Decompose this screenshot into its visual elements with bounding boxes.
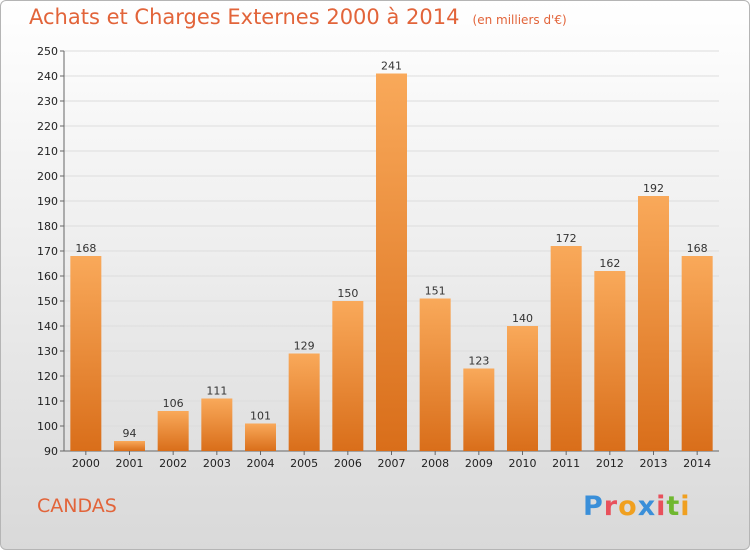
data-label: 241	[381, 60, 402, 73]
x-tick-label: 2010	[509, 457, 537, 470]
x-tick-label: 2008	[421, 457, 449, 470]
data-label: 162	[599, 257, 620, 270]
y-tick-label: 250	[37, 45, 58, 58]
y-tick-label: 170	[37, 245, 58, 258]
x-tick-label: 2014	[683, 457, 711, 470]
data-label: 129	[294, 340, 315, 353]
data-label: 140	[512, 312, 533, 325]
y-tick-label: 120	[37, 370, 58, 383]
data-label: 150	[337, 287, 358, 300]
data-label: 172	[556, 232, 577, 245]
x-tick-label: 2012	[596, 457, 624, 470]
bar	[594, 271, 626, 451]
x-tick-label: 2007	[378, 457, 406, 470]
y-tick-label: 220	[37, 120, 58, 133]
logo-letter: x	[637, 491, 657, 522]
y-tick-label: 160	[37, 270, 58, 283]
y-tick-label: 190	[37, 195, 58, 208]
bar	[463, 368, 495, 451]
data-label: 111	[206, 385, 227, 398]
chart-unit: (en milliers d'€)	[472, 13, 567, 27]
bar	[332, 301, 364, 451]
x-tick-label: 2002	[159, 457, 187, 470]
y-tick-label: 230	[37, 95, 58, 108]
logo-letter: t	[666, 491, 681, 522]
x-tick-label: 2000	[72, 457, 100, 470]
x-tick-label: 2003	[203, 457, 231, 470]
y-tick-label: 100	[37, 420, 58, 433]
data-label: 101	[250, 410, 271, 423]
x-tick-label: 2013	[640, 457, 668, 470]
bar	[376, 73, 407, 451]
bar	[419, 298, 451, 451]
x-tick-label: 2011	[552, 457, 580, 470]
bar	[550, 246, 582, 451]
y-tick-label: 210	[37, 145, 58, 158]
x-tick-label: 2005	[290, 457, 318, 470]
data-label: 151	[425, 285, 446, 298]
proxiti-logo: Proxiti	[583, 491, 691, 522]
bar	[201, 398, 233, 451]
data-label: 192	[643, 182, 664, 195]
data-label: 168	[687, 242, 708, 255]
logo-letter: P	[583, 491, 604, 522]
chart-title-block: Achats et Charges Externes 2000 à 2014 (…	[29, 5, 567, 29]
data-label: 94	[123, 427, 137, 440]
x-tick-label: 2004	[247, 457, 275, 470]
y-tick-label: 130	[37, 345, 58, 358]
logo-letter: i	[656, 491, 667, 522]
chart-title: Achats et Charges Externes 2000 à 2014	[29, 5, 460, 29]
bar	[70, 256, 102, 451]
logo-letter: i	[680, 491, 691, 522]
y-tick-label: 150	[37, 295, 58, 308]
bar	[114, 441, 145, 451]
y-tick-label: 90	[44, 445, 58, 458]
y-tick-label: 240	[37, 70, 58, 83]
data-label: 106	[163, 397, 184, 410]
data-label: 168	[75, 242, 96, 255]
data-labels: 168 94 106 111 101 129 150 241 151 123 140 172 162 19…	[75, 60, 707, 441]
logo-letter: r	[603, 491, 619, 522]
data-label: 123	[468, 355, 489, 368]
bar	[288, 353, 320, 451]
logo-letter: o	[618, 491, 638, 522]
y-tick-label: 200	[37, 170, 58, 183]
bar	[681, 256, 713, 451]
bar	[245, 423, 276, 451]
x-tick-label: 2009	[465, 457, 493, 470]
x-tick-label: 2006	[334, 457, 362, 470]
axes: 90 100 110 120 130 140 150 160 170 180 190 200 210 22…	[37, 45, 719, 470]
bar	[157, 411, 189, 451]
bars	[70, 73, 713, 451]
y-tick-label: 180	[37, 220, 58, 233]
y-tick-label: 110	[37, 395, 58, 408]
commune-name: CANDAS	[37, 495, 117, 517]
bar	[638, 196, 669, 451]
bar	[507, 326, 538, 451]
y-tick-label: 140	[37, 320, 58, 333]
x-tick-label: 2001	[116, 457, 144, 470]
